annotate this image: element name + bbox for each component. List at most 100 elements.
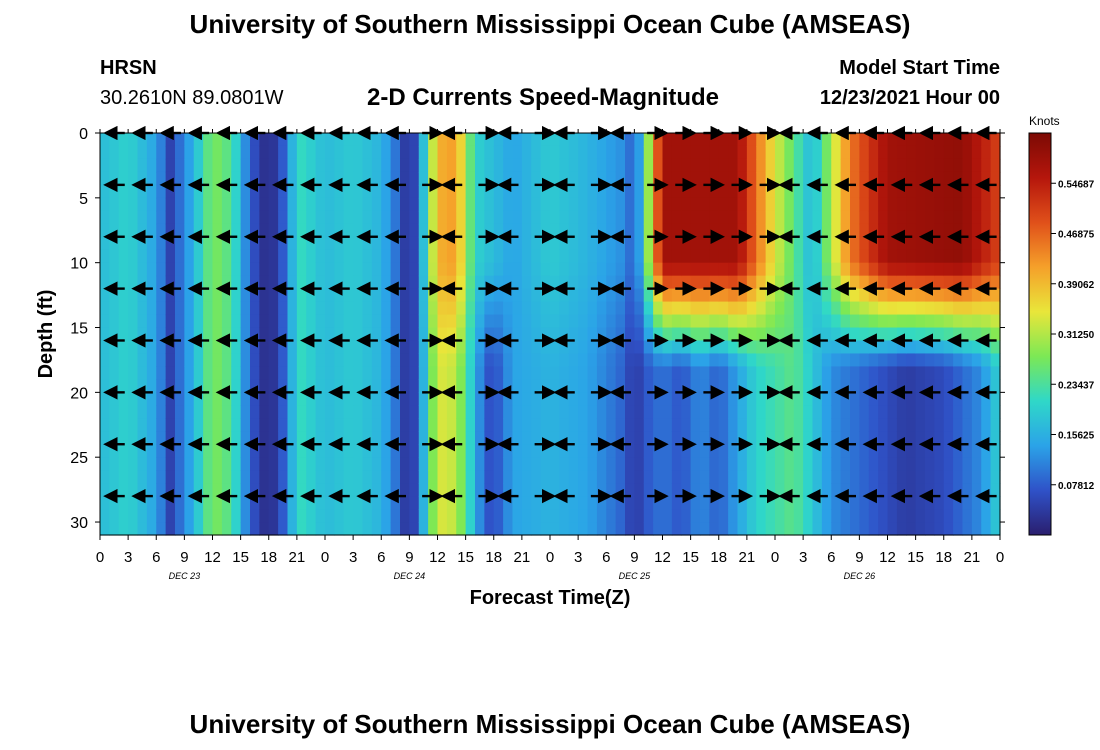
heatmap-cell	[559, 392, 570, 406]
heatmap-cell	[100, 171, 110, 186]
station-name: HRSN	[100, 57, 157, 79]
heatmap-cell	[868, 366, 879, 380]
heatmap-cell	[446, 236, 457, 251]
colorbar-tick-label: 0.15625	[1058, 431, 1095, 442]
heatmap-cell	[559, 197, 570, 212]
heatmap-cell	[296, 171, 307, 186]
heatmap-cell	[325, 223, 335, 238]
heatmap-cell	[934, 210, 945, 225]
heatmap-cell	[381, 249, 392, 264]
x-tick-label: 21	[739, 549, 756, 566]
heatmap-cell	[512, 249, 523, 264]
heatmap-cell	[643, 483, 654, 497]
heatmap-cell	[821, 418, 832, 432]
heatmap-cell	[934, 353, 945, 368]
heatmap-cell	[184, 327, 195, 342]
heatmap-cell	[859, 275, 870, 290]
heatmap-cell	[193, 262, 204, 277]
heatmap-cell	[662, 392, 673, 406]
heatmap-cell	[559, 262, 570, 277]
heatmap-cell	[118, 262, 129, 277]
heatmap-cell	[878, 327, 889, 342]
heatmap-cell	[709, 353, 720, 368]
heatmap-cell	[540, 301, 551, 316]
heatmap-cell	[325, 314, 335, 329]
heatmap-cell	[165, 275, 176, 290]
heatmap-cell	[671, 171, 682, 186]
heatmap-cell	[662, 444, 673, 458]
heatmap-cell	[268, 444, 279, 458]
heatmap-cell	[362, 418, 373, 432]
heatmap-cell	[821, 522, 832, 536]
heatmap-cell	[146, 236, 157, 251]
heatmap-cell	[268, 496, 279, 510]
heatmap-cell	[334, 444, 345, 458]
heatmap-cell	[850, 366, 860, 380]
heatmap-cell	[840, 158, 851, 173]
heatmap-cell	[137, 457, 148, 471]
heatmap-cell	[371, 145, 382, 160]
heatmap-cell	[418, 457, 429, 471]
heatmap-cell	[653, 483, 664, 497]
heatmap-cell	[334, 431, 345, 445]
heatmap-cell	[821, 197, 832, 212]
heatmap-cell	[268, 522, 279, 536]
heatmap-cell	[371, 366, 382, 380]
heatmap-cell	[925, 366, 935, 380]
heatmap-cell	[784, 327, 795, 342]
heatmap-cell	[315, 158, 326, 173]
heatmap-cell	[962, 171, 973, 186]
heatmap-cell	[465, 496, 476, 510]
heatmap-cell	[400, 210, 410, 225]
heatmap-cell	[390, 509, 401, 523]
heatmap-cell	[662, 236, 673, 251]
heatmap-cell	[306, 210, 317, 225]
heatmap-cell	[793, 288, 804, 303]
heatmap-cell	[203, 327, 214, 342]
heatmap-cell	[859, 418, 870, 432]
heatmap-cell	[512, 223, 523, 238]
heatmap-cell	[503, 509, 514, 523]
heatmap-cell	[343, 210, 354, 225]
heatmap-cell	[896, 483, 907, 497]
heatmap-cell	[240, 496, 251, 510]
heatmap-cell	[100, 457, 110, 471]
heatmap-cell	[550, 353, 560, 368]
heatmap-cell	[578, 223, 589, 238]
heatmap-cell	[184, 444, 195, 458]
heatmap-cell	[662, 249, 673, 264]
heatmap-cell	[868, 470, 879, 484]
heatmap-cell	[625, 470, 635, 484]
heatmap-cell	[906, 522, 917, 536]
heatmap-cell	[306, 236, 317, 251]
heatmap-cell	[521, 197, 532, 212]
heatmap-cell	[812, 353, 823, 368]
heatmap-cell	[446, 522, 457, 536]
heatmap-cell	[756, 145, 767, 160]
heatmap-cell	[746, 405, 757, 419]
heatmap-cell	[437, 158, 448, 173]
heatmap-cells	[100, 133, 1001, 536]
heatmap-cell	[146, 145, 157, 160]
heatmap-cell	[878, 184, 889, 199]
heatmap-cell	[962, 301, 973, 316]
heatmap-cell	[100, 405, 110, 419]
heatmap-cell	[831, 353, 842, 368]
heatmap-cell	[212, 392, 223, 406]
heatmap-cell	[718, 197, 729, 212]
heatmap-cell	[568, 379, 579, 393]
heatmap-cell	[662, 171, 673, 186]
heatmap-cell	[221, 210, 232, 225]
heatmap-cell	[231, 275, 242, 290]
heatmap-cell	[962, 522, 973, 536]
heatmap-cell	[428, 133, 439, 147]
heatmap-cell	[709, 366, 720, 380]
heatmap-cell	[812, 301, 823, 316]
heatmap-cell	[493, 210, 504, 225]
heatmap-cell	[850, 418, 860, 432]
heatmap-cell	[643, 379, 654, 393]
heatmap-cell	[803, 444, 814, 458]
heatmap-cell	[512, 301, 523, 316]
heatmap-cell	[306, 171, 317, 186]
heatmap-cell	[737, 275, 748, 290]
